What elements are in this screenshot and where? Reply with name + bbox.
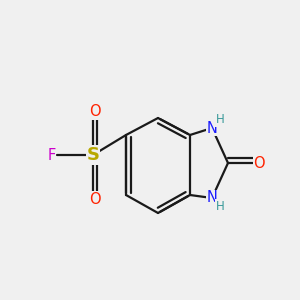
Text: H: H [216, 113, 225, 126]
Text: N: N [207, 190, 218, 206]
Text: O: O [89, 192, 100, 207]
Text: O: O [254, 155, 265, 170]
Text: O: O [89, 104, 100, 119]
Text: F: F [47, 148, 56, 163]
Text: S: S [86, 146, 100, 164]
Text: H: H [216, 200, 225, 213]
Text: N: N [207, 121, 218, 136]
